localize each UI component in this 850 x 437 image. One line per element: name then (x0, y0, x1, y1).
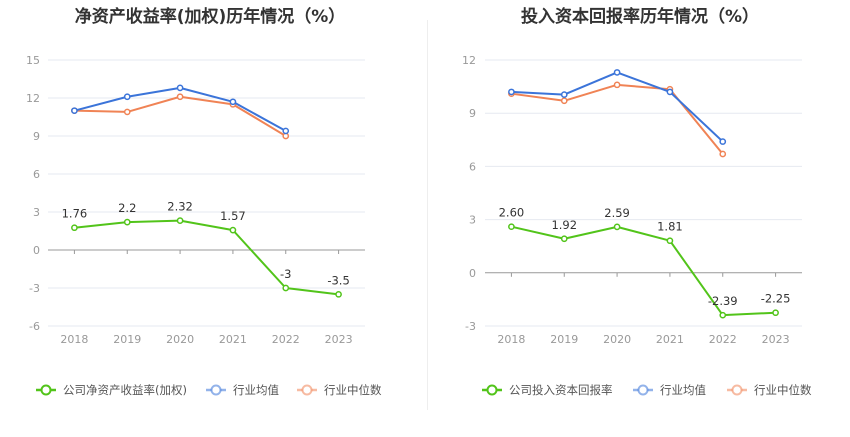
data-point (508, 223, 515, 231)
series-line-2 (511, 83, 724, 155)
data-label: 1.57 (220, 209, 246, 223)
y-tick-label: -3 (465, 320, 476, 333)
data-point (282, 284, 290, 292)
data-point (560, 97, 568, 105)
data-point (560, 235, 568, 243)
y-tick-label: 6 (469, 160, 476, 173)
chart-divider (427, 20, 428, 410)
y-tick-label: 0 (33, 244, 40, 257)
data-label: -2.25 (761, 292, 791, 306)
y-tick-label: 0 (469, 267, 476, 280)
data-label: 1.92 (551, 218, 577, 232)
data-point (176, 93, 184, 101)
legend-label: 行业均值 (660, 383, 706, 397)
chart-title-roic: 投入资本回报率历年情况（%） (520, 7, 760, 27)
data-point (666, 88, 674, 96)
data-point (335, 290, 342, 298)
series-line-0 (74, 219, 339, 296)
chart-title-roe: 净资产收益率(加权)历年情况（%） (74, 7, 346, 27)
data-point (123, 218, 131, 226)
y-tick-label: -3 (29, 282, 40, 295)
data-point (613, 81, 621, 89)
legend-label: 公司净资产收益率(加权) (63, 383, 187, 397)
x-tick-label: 2019 (550, 333, 578, 346)
y-tick-label: 6 (33, 168, 40, 181)
legend-label: 行业均值 (233, 383, 279, 397)
data-label: 2.32 (167, 200, 193, 214)
data-point (719, 150, 727, 158)
data-label: -3.5 (327, 273, 349, 287)
y-tick-label: 12 (462, 54, 476, 67)
x-tick-label: 2023 (762, 333, 790, 346)
data-point (719, 311, 727, 319)
data-label: 2.60 (499, 206, 525, 220)
data-point (71, 107, 78, 115)
legend-label: 行业中位数 (754, 383, 812, 397)
data-label: 1.76 (62, 207, 88, 221)
data-point (772, 309, 779, 317)
x-tick-label: 2018 (60, 333, 88, 346)
legend-swatch-marker (210, 384, 222, 396)
roe-chart: 15 12 9 6 3 0 -3 -6 2018 2019 2020 2021 2022 2023 1.76… (26, 54, 382, 397)
legend-swatch-marker (637, 384, 649, 396)
data-point (229, 226, 237, 234)
roic-chart: 12 9 6 3 0 -3 2018 2019 2020 2021 2022 2023 2.60 1.92… (462, 54, 812, 397)
data-point (666, 237, 674, 245)
data-label: 2.59 (604, 206, 630, 220)
data-point (613, 69, 621, 76)
y-tick-label: 9 (33, 130, 40, 143)
data-point (282, 127, 290, 135)
series-line-0 (511, 225, 776, 317)
legend-swatch-marker (486, 384, 498, 396)
data-point (613, 223, 621, 231)
x-tick-label: 2021 (219, 333, 247, 346)
data-point (176, 217, 184, 224)
data-point (176, 84, 184, 92)
legend-label: 公司投入资本回报率 (509, 383, 613, 397)
y-tick-label: 3 (469, 214, 476, 227)
data-label: -3 (280, 267, 291, 281)
data-point (560, 91, 568, 98)
y-tick-label: 12 (26, 92, 40, 105)
y-tick-label: 3 (33, 206, 40, 219)
x-tick-label: 2020 (166, 333, 194, 346)
data-point (508, 88, 515, 96)
legend-swatch-marker (301, 384, 313, 396)
y-tick-label: -6 (29, 320, 40, 333)
x-tick-label: 2021 (656, 333, 684, 346)
x-tick-label: 2022 (272, 333, 300, 346)
data-label: -2.39 (708, 294, 738, 308)
x-tick-label: 2022 (709, 333, 737, 346)
data-point (123, 93, 131, 101)
data-label: 2.2 (118, 201, 136, 215)
y-tick-label: 9 (469, 107, 476, 120)
data-point (123, 108, 131, 116)
data-label: 1.81 (657, 220, 683, 234)
legend-label: 行业中位数 (324, 383, 382, 397)
x-tick-label: 2020 (603, 333, 631, 346)
x-tick-label: 2018 (497, 333, 525, 346)
legend-swatch-marker (40, 384, 52, 396)
data-point (719, 138, 727, 145)
x-tick-label: 2023 (325, 333, 353, 346)
x-tick-label: 2019 (113, 333, 141, 346)
data-point (71, 224, 78, 232)
y-tick-label: 15 (26, 54, 40, 67)
data-point (229, 98, 237, 106)
legend-swatch-marker (731, 384, 743, 396)
